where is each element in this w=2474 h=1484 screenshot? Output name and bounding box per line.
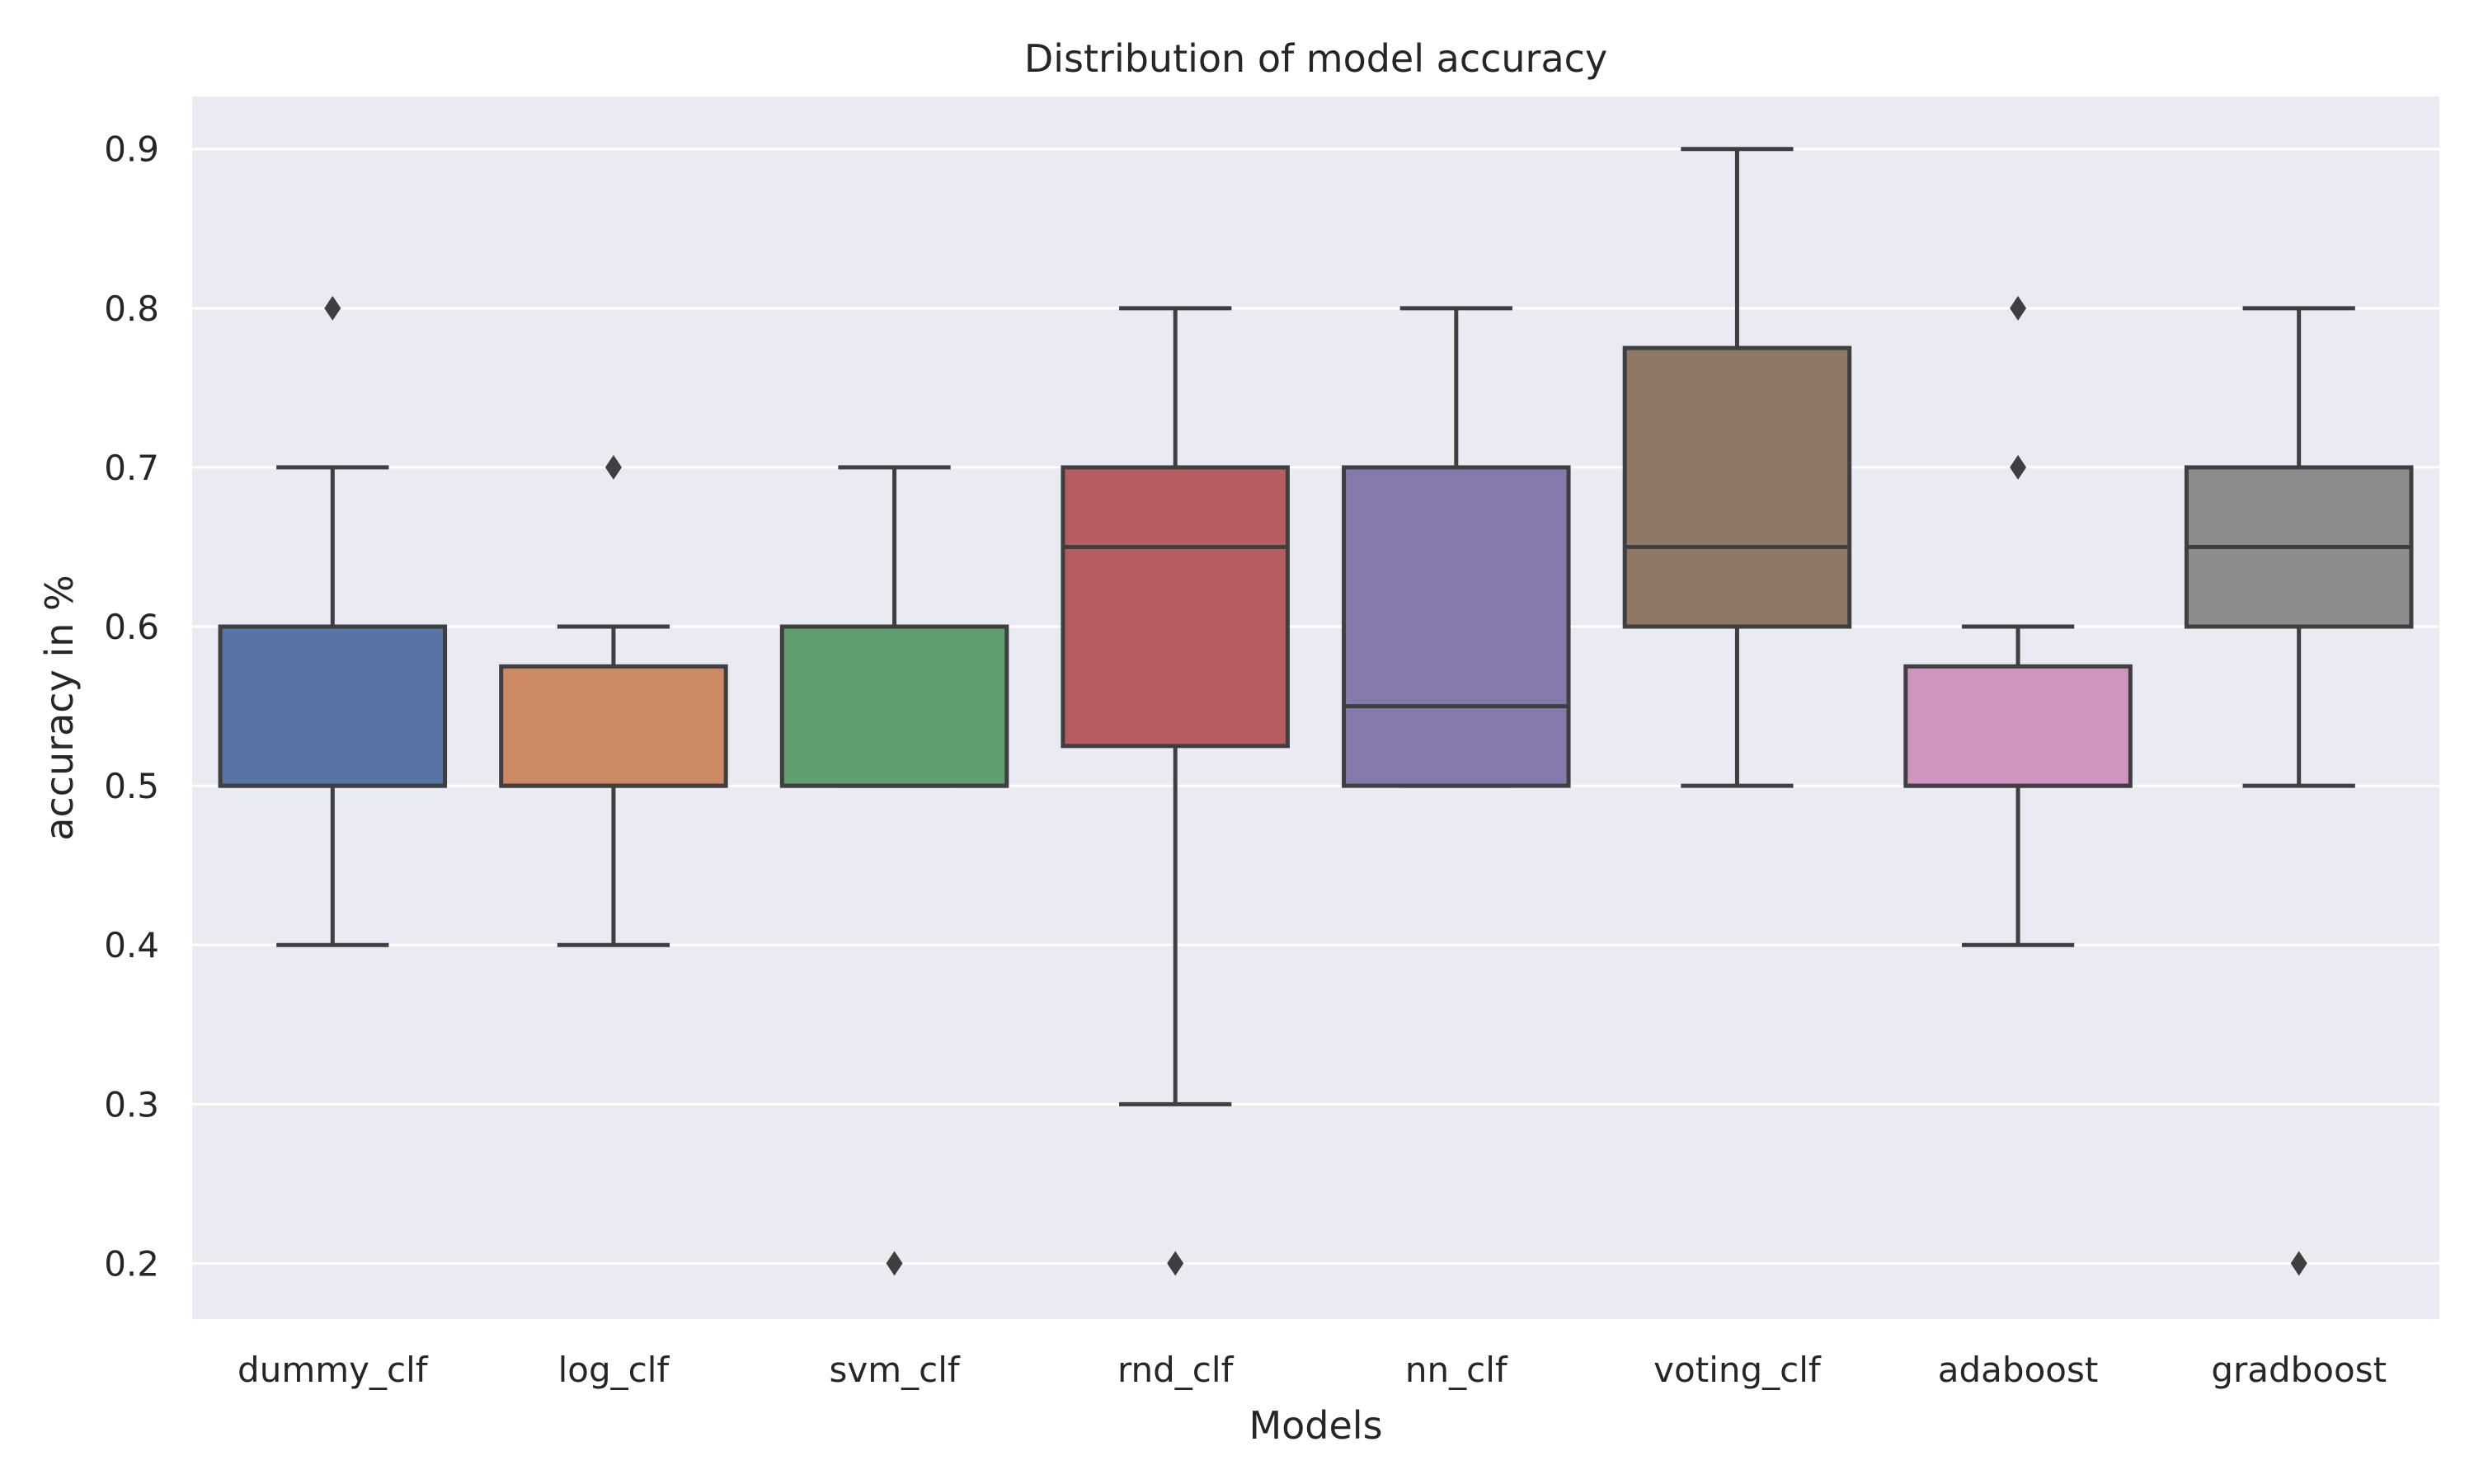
iqr-box — [1342, 465, 1571, 788]
outlier-point — [1167, 1251, 1184, 1276]
outlier-point — [2290, 1251, 2307, 1276]
outlier-point — [604, 454, 622, 480]
outlier-point — [2010, 295, 2027, 321]
outlier-point — [2010, 454, 2027, 480]
iqr-box — [218, 624, 448, 788]
iqr-box — [779, 624, 1009, 788]
x-tick-label: gradboost — [2211, 1350, 2387, 1390]
x-tick-label: log_clf — [558, 1350, 670, 1390]
outlier-point — [324, 295, 341, 321]
x-tick-label: dummy_clf — [238, 1350, 429, 1390]
iqr-box — [1622, 345, 1852, 629]
box-svm_clf — [779, 465, 1009, 1276]
y-tick-label: 0.9 — [104, 129, 159, 170]
box-dummy_clf — [218, 295, 448, 947]
y-axis-label: accuracy in % — [37, 575, 82, 840]
chart-title: Distribution of model accuracy — [1024, 36, 1607, 81]
box-gradboost — [2184, 306, 2414, 1276]
outlier-point — [886, 1251, 903, 1276]
box-series — [218, 147, 2414, 1276]
y-tick-label: 0.7 — [104, 448, 159, 488]
iqr-box — [499, 664, 728, 788]
x-tick-label: adaboost — [1938, 1350, 2099, 1390]
x-tick-label: nn_clf — [1405, 1350, 1508, 1390]
y-tick-label: 0.2 — [104, 1243, 159, 1284]
iqr-box — [1061, 465, 1290, 749]
y-tick-label: 0.6 — [104, 607, 159, 647]
y-tick-label: 0.8 — [104, 289, 159, 329]
y-axis-ticks: 0.2 0.3 0.4 0.5 0.6 0.7 0.8 0.9 — [104, 129, 159, 1284]
box-adaboost — [1903, 295, 2133, 947]
x-axis-ticks: dummy_clf log_clf svm_clf rnd_clf nn_clf voti… — [238, 1350, 2387, 1390]
iqr-box — [1903, 664, 2133, 788]
box-nn_clf — [1342, 306, 1571, 788]
y-tick-label: 0.4 — [104, 925, 159, 965]
box-rnd_clf — [1061, 306, 1290, 1276]
x-tick-label: rnd_clf — [1117, 1350, 1235, 1390]
box-log_clf — [499, 454, 728, 947]
y-tick-label: 0.5 — [104, 766, 159, 806]
x-axis-label: Models — [1249, 1403, 1382, 1448]
x-tick-label: svm_clf — [829, 1350, 960, 1390]
y-tick-label: 0.3 — [104, 1084, 159, 1125]
x-tick-label: voting_clf — [1653, 1350, 1822, 1390]
box-voting_clf — [1622, 147, 1852, 788]
